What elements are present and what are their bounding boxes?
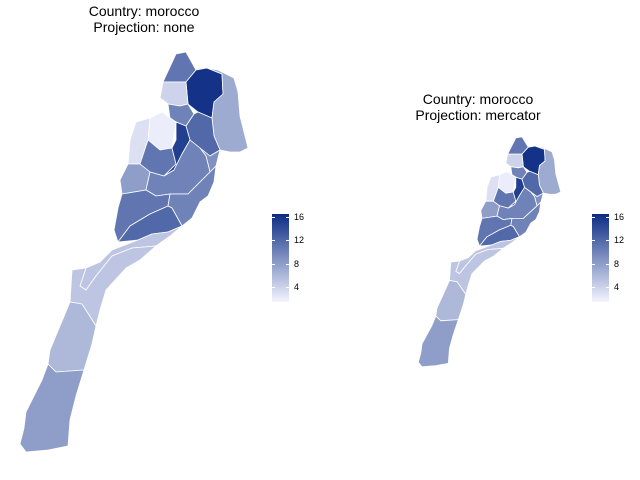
region-oriental [206,67,249,153]
legend-tick-label: 16 [614,211,625,222]
title-country: Country: morocco [88,3,200,19]
legend-colorbar [592,214,609,302]
title-country: Country: morocco [422,91,534,107]
legend-tick-label: 12 [294,235,305,246]
map-panel-mercator: Country: morocco Projection: mercator 16… [320,0,640,480]
region-oued-eddahab [417,315,459,368]
region-oriental [534,145,562,195]
choropleth-map [19,51,249,453]
map-title: Country: morocco Projection: none [0,3,294,35]
legend-tick-label: 12 [614,235,625,246]
map-panel-none: Country: morocco Projection: none 16 12 8 4 [0,3,304,453]
map-title: Country: morocco Projection: mercator [328,91,628,123]
choropleth-map [417,136,562,368]
region-rif-west [505,153,524,169]
legend-tick-label: 8 [294,258,300,269]
legend-tick-label: 8 [614,258,620,269]
legend-colorbar [272,214,289,302]
legend-tick-label: 4 [294,282,300,293]
title-projection: Projection: mercator [415,107,541,123]
region-doukkala [119,163,151,195]
legend-tick-label: 4 [614,282,620,293]
color-legend: 16 12 8 4 [592,212,640,312]
region-rif-west [159,81,189,107]
title-projection: Projection: none [93,19,195,35]
color-legend: 16 12 8 4 [272,212,332,312]
region-oued-eddahab [19,363,85,453]
legend-tick-label: 16 [294,211,305,222]
